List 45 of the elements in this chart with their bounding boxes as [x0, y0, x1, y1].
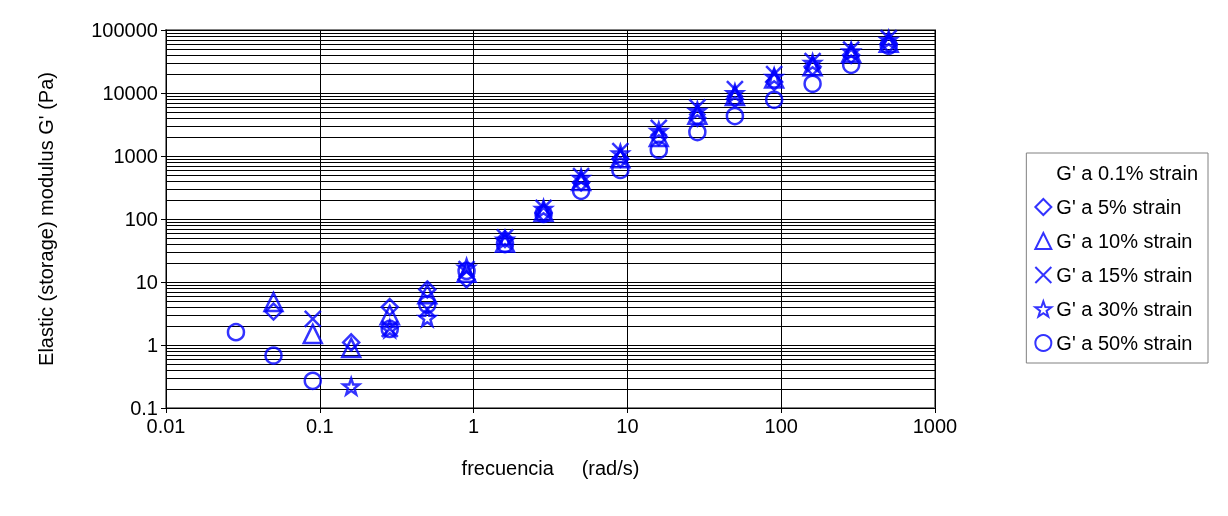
point — [303, 371, 323, 391]
point — [302, 323, 324, 345]
point — [263, 291, 284, 313]
x-tick-label: 10 — [616, 415, 639, 437]
point — [418, 295, 437, 314]
point — [688, 122, 707, 142]
point — [841, 55, 861, 75]
point — [416, 306, 439, 329]
point — [340, 337, 362, 359]
point — [803, 74, 822, 94]
point — [418, 280, 437, 299]
point — [380, 297, 400, 317]
text: G' a 0.1% strain — [1056, 162, 1199, 184]
y-axis-title: Elastic (storage) modulus G' (Pa) — [35, 72, 57, 366]
point — [226, 322, 246, 342]
point — [725, 106, 745, 126]
y-tick-label: 10000 — [102, 82, 158, 104]
legend-label: G' a 10% strain — [1056, 230, 1193, 252]
point — [686, 99, 709, 122]
point — [649, 140, 669, 160]
y-tick-label: 1000 — [113, 145, 158, 167]
point — [264, 302, 283, 321]
y-tick-label: 10 — [135, 271, 158, 293]
point — [303, 309, 323, 329]
x-tick-label: 1 — [468, 415, 480, 437]
point — [688, 98, 707, 117]
x-tick-label: 100 — [764, 415, 798, 437]
point — [571, 181, 591, 201]
point — [417, 283, 438, 305]
point — [379, 304, 401, 326]
point — [264, 346, 283, 365]
legend-label: G' a 15% strain — [1056, 264, 1193, 286]
x-tick-label: 1000 — [912, 415, 958, 437]
x-tick-label: 0.1 — [305, 415, 334, 437]
y-tick-label: 100 — [124, 208, 158, 230]
point — [611, 160, 630, 180]
point — [725, 79, 745, 99]
x-axis-title: frecuencia (rad/s) — [461, 457, 640, 479]
legend-label: G' a 30% strain — [1056, 298, 1193, 320]
y-tick-label: 100000 — [91, 19, 158, 41]
legend-label: G' a 5% strain — [1056, 196, 1182, 218]
legend-label: G' a 50% strain — [1056, 332, 1193, 354]
point — [341, 333, 361, 352]
y-tick-label: 1 — [146, 334, 158, 356]
point — [764, 90, 784, 110]
